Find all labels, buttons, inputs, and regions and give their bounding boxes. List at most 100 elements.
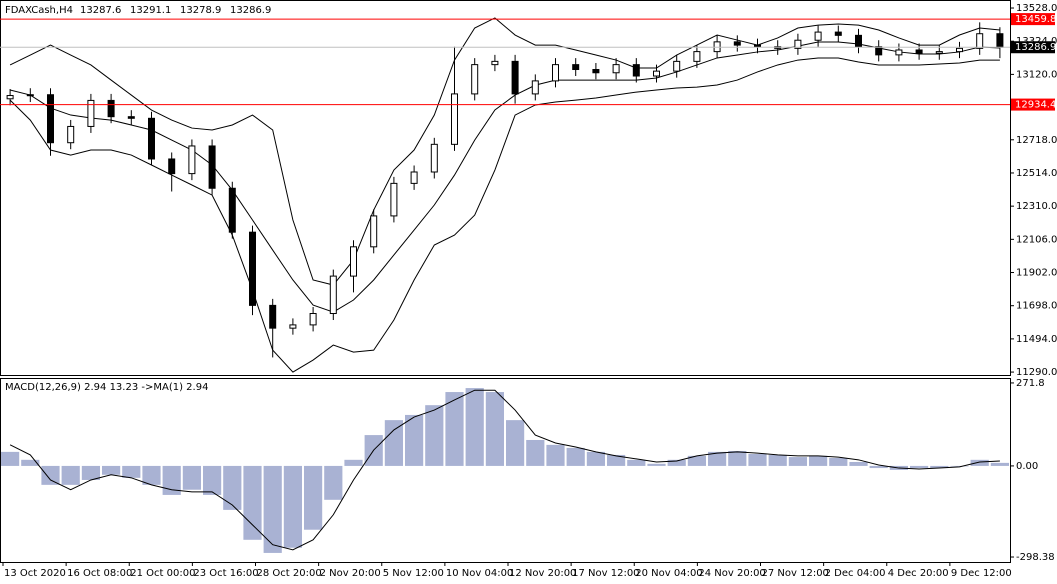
macd-bar [485, 392, 504, 466]
candle-body [612, 64, 620, 74]
candle-body [188, 145, 196, 175]
macd-signal [9, 389, 1000, 551]
candle-body [47, 94, 54, 144]
x-tick-label: 9 Dec 12:00 [951, 568, 1012, 579]
macd-bar [930, 465, 949, 469]
macd-bar [263, 465, 282, 553]
macd-bar [566, 447, 585, 466]
macd-bar [102, 465, 121, 475]
macd-bar [627, 459, 646, 466]
symbol-title: FDAXCash,H4 [5, 5, 73, 16]
y-tick-label: 11494.0 [1016, 334, 1057, 345]
macd-panel-frame [0, 378, 1011, 563]
macd-bar [61, 465, 80, 485]
x-tick-label: 4 Dec 20:00 [888, 568, 949, 579]
x-tick-label: 2 Dec 04:00 [825, 568, 886, 579]
macd-bar [384, 420, 403, 466]
level-label: 12934.4 [1015, 100, 1056, 111]
macd-bar [122, 465, 141, 478]
y-tick-label: 12718.0 [1016, 135, 1057, 146]
candle-body [875, 46, 883, 56]
macd-bar [869, 465, 888, 469]
macd-bar [586, 451, 605, 466]
candle-body [471, 64, 479, 95]
x-tick-label: 24 Nov 20:00 [698, 568, 765, 579]
macd-bar [708, 451, 727, 466]
macd-bar [829, 457, 848, 466]
candle-body [491, 60, 499, 66]
candle-body [148, 117, 155, 160]
macd-bar [647, 463, 666, 466]
y-tick-label: 11290.0 [1016, 367, 1057, 378]
x-tick-label: 10 Nov 04:00 [446, 568, 513, 579]
y-tick-label: 271.8 [1016, 378, 1045, 389]
macd-bar [243, 465, 262, 540]
macd-bar [748, 454, 767, 466]
macd-bar [1, 451, 20, 466]
macd-bar [41, 465, 60, 485]
x-tick-label: 17 Nov 12:00 [572, 568, 639, 579]
macd-bar [182, 465, 201, 490]
candle-body [552, 64, 559, 82]
y-tick-label: 13528.0 [1016, 3, 1057, 14]
macd-bar [667, 459, 686, 466]
level-tag [1011, 98, 1055, 111]
candle-body [208, 145, 216, 189]
macd-bar [223, 465, 242, 510]
macd-bar [445, 392, 464, 466]
candle-body [713, 41, 721, 53]
candle-body [451, 93, 458, 145]
macd-bar [687, 455, 706, 466]
x-tick-label: 28 Oct 20:00 [257, 568, 322, 579]
macd-bar [990, 462, 1009, 466]
level-tag [1011, 13, 1055, 26]
candle-body [834, 31, 842, 36]
bollinger-upper [9, 17, 1000, 286]
x-tick-label: 20 Nov 04:00 [635, 568, 702, 579]
y-tick-label: -298.38 [1016, 552, 1055, 563]
macd-bar [21, 459, 40, 466]
candle-body [228, 187, 236, 233]
candle-body [67, 125, 75, 144]
y-tick-label: 12514.0 [1016, 168, 1057, 179]
macd-bar [162, 465, 181, 495]
candle-body [976, 33, 984, 49]
current-price-label: 13286.9 [1015, 42, 1056, 53]
candle-body [87, 99, 95, 127]
candle-body [26, 94, 34, 97]
candle-body [390, 182, 398, 217]
level-label: 13459.8 [1015, 14, 1056, 25]
macd-bar [425, 405, 444, 466]
macd-bar [142, 465, 161, 485]
x-tick-label: 16 Oct 08:00 [67, 568, 132, 579]
candle-body [673, 60, 681, 72]
x-tick-label: 27 Nov 12:00 [762, 568, 829, 579]
macd-title: MACD(12,26,9) 2.94 13.23 ->MA(1) 2.94 [5, 382, 208, 393]
current-price-tag [1011, 41, 1055, 54]
candle-body [289, 324, 297, 329]
macd-bar [970, 459, 989, 466]
x-tick-label: 12 Nov 20:00 [509, 568, 576, 579]
candle-body [996, 33, 1004, 48]
candle-body [935, 51, 943, 54]
x-tick-label: 23 Oct 16:00 [193, 568, 258, 579]
macd-bar [81, 465, 100, 480]
candle-body [572, 64, 580, 71]
candle-body [6, 95, 14, 100]
macd-bar [728, 450, 747, 466]
macd-bar [506, 420, 525, 466]
macd-bar [546, 444, 565, 466]
x-tick-label: 13 Oct 2020 [4, 568, 66, 579]
x-tick-label: 5 Nov 12:00 [383, 568, 444, 579]
y-tick-label: 0.00 [1016, 461, 1038, 472]
macd-bar [465, 388, 484, 466]
candle-body [168, 158, 176, 175]
candle-body [309, 313, 317, 326]
candle-body [511, 60, 519, 95]
candle-body [855, 34, 862, 48]
candle-body [249, 231, 256, 306]
header-value: 13278.9 [180, 5, 221, 16]
price-panel-frame [0, 0, 1011, 376]
candle-body [632, 64, 640, 77]
macd-bar [344, 459, 363, 466]
